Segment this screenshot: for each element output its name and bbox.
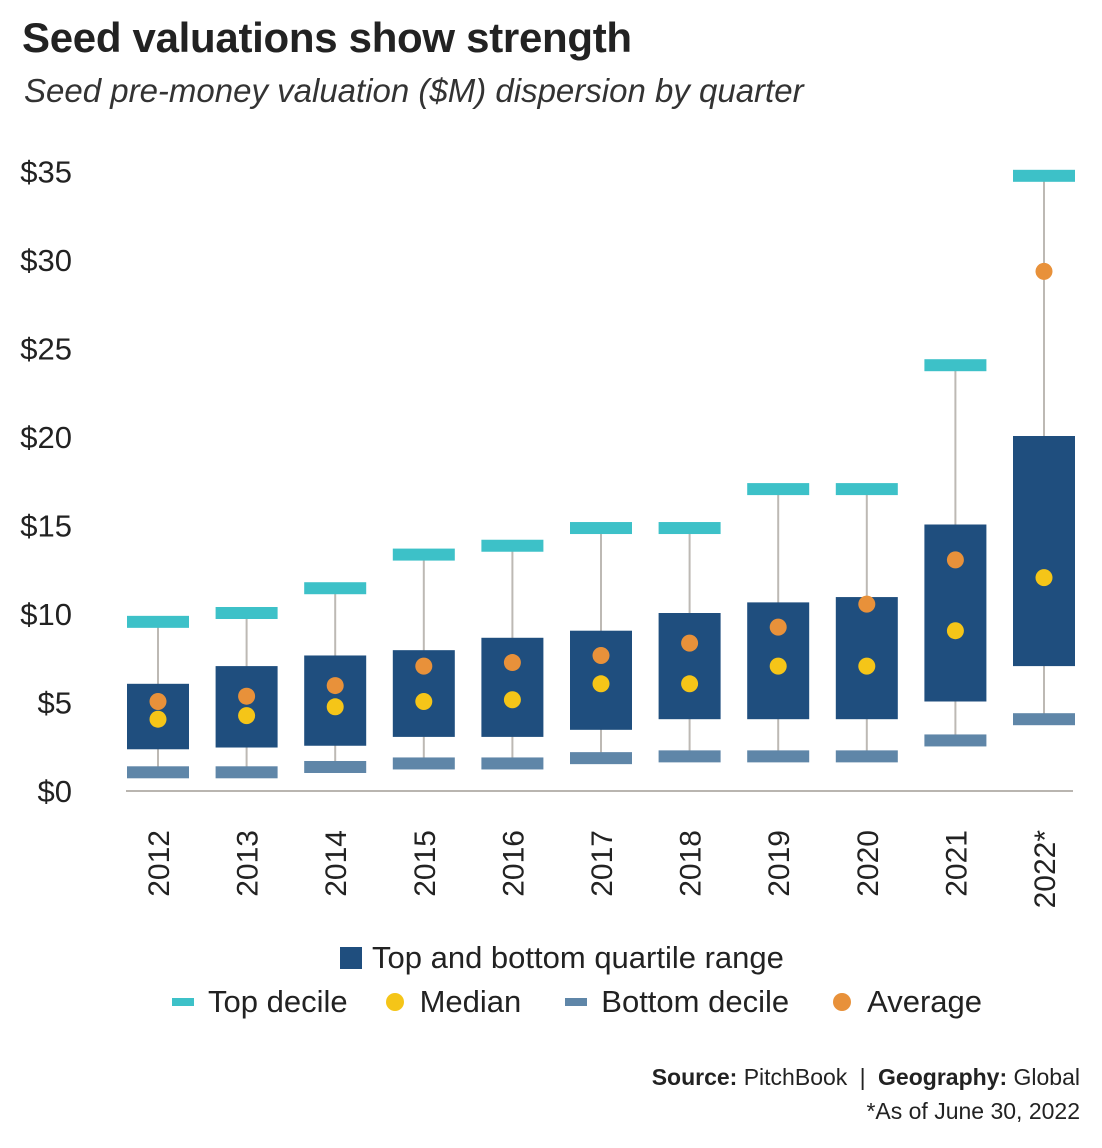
legend-swatch-average — [833, 993, 852, 1011]
legend-row-2: Top decile Median Bottom decile Average — [172, 984, 982, 1020]
median-point — [149, 710, 167, 728]
x-tick-label: 2018 — [675, 830, 708, 897]
legend-item-average: Average — [833, 984, 982, 1020]
median-point — [681, 675, 699, 693]
bottom-decile-mark — [835, 750, 898, 763]
average-point — [1035, 262, 1053, 280]
x-tick-label: 2012 — [143, 830, 176, 897]
median-point — [592, 675, 610, 693]
median-point — [238, 707, 256, 725]
box-plot-chart: $0 $5 $10 $15 $20 $25 $30 $35 2012 2013 2014 2015 20… — [20, 155, 1075, 909]
median-point — [1035, 569, 1053, 587]
y-tick-label: $0 — [38, 774, 72, 809]
source-label: Source: — [651, 1064, 738, 1090]
top-decile-mark — [924, 359, 987, 372]
y-tick-label: $15 — [20, 509, 72, 544]
average-point — [858, 595, 876, 613]
quartile-box — [924, 524, 987, 702]
top-decile-mark — [658, 522, 721, 535]
bottom-decile-mark — [747, 750, 810, 763]
legend-label-average: Average — [867, 984, 983, 1019]
average-point — [149, 693, 167, 710]
x-tick-label: 2019 — [763, 830, 796, 897]
y-tick-label: $10 — [20, 597, 72, 632]
chart-subtitle: Seed pre-money valuation ($M) dispersion… — [24, 72, 804, 109]
median-point — [326, 698, 344, 716]
top-decile-mark — [1013, 169, 1075, 182]
legend-swatch-median — [385, 993, 404, 1011]
y-tick-label: $35 — [20, 155, 72, 190]
bottom-decile-mark — [1013, 713, 1075, 726]
quartile-box — [481, 637, 544, 737]
legend-item-bottom-decile: Bottom decile — [565, 984, 789, 1020]
y-tick-label: $30 — [20, 243, 72, 278]
x-tick-label: 2016 — [497, 830, 530, 897]
top-decile-mark — [392, 548, 455, 561]
x-tick-label: 2020 — [852, 830, 885, 897]
bottom-decile-mark — [215, 766, 278, 779]
legend-item-quartile: Top and bottom quartile range — [340, 940, 784, 976]
legend-item-top-decile: Top decile — [172, 984, 348, 1020]
top-decile-mark — [835, 483, 898, 496]
bottom-decile-mark — [304, 760, 367, 773]
x-tick-label: 2015 — [409, 830, 442, 897]
legend-swatch-quartile — [340, 947, 362, 969]
source-line: Source: PitchBook | Geography: Global — [652, 1064, 1080, 1091]
y-tick-label: $25 — [20, 332, 72, 367]
top-decile-mark — [304, 582, 367, 595]
x-tick-label: 2017 — [586, 830, 619, 897]
quartile-box — [215, 666, 278, 748]
legend-label-median: Median — [419, 984, 522, 1019]
bottom-decile-mark — [481, 757, 544, 770]
x-tick-label: 2022* — [1029, 830, 1062, 909]
y-tick-label: $20 — [20, 420, 72, 455]
median-point — [503, 691, 521, 709]
average-point — [769, 618, 787, 636]
footer-separator: | — [859, 1064, 866, 1090]
top-decile-mark — [570, 522, 632, 535]
quartile-box — [1013, 436, 1075, 667]
footnote: *As of June 30, 2022 — [866, 1098, 1080, 1124]
legend-label-quartile: Top and bottom quartile range — [372, 940, 784, 975]
legend-label-bottom-decile: Bottom decile — [601, 984, 790, 1019]
chart-title: Seed valuations show strength — [22, 14, 632, 61]
y-tick-label: $5 — [38, 686, 72, 721]
quartile-box — [658, 613, 721, 720]
x-tick-label: 2021 — [940, 830, 973, 897]
median-point — [858, 657, 876, 675]
geography-value: Global — [1013, 1064, 1080, 1090]
legend-swatch-top-decile — [172, 998, 194, 1006]
average-point — [681, 634, 699, 652]
legend-swatch-bottom-decile — [565, 998, 588, 1006]
top-decile-mark — [481, 539, 544, 552]
median-point — [415, 693, 433, 710]
median-point — [946, 622, 964, 640]
average-point — [238, 687, 256, 705]
legend-row-1: Top and bottom quartile range — [340, 940, 784, 976]
bottom-decile-mark — [658, 750, 721, 763]
x-tick-label: 2013 — [232, 830, 265, 897]
top-decile-mark — [127, 615, 189, 628]
average-point — [503, 654, 521, 672]
source-value: PitchBook — [743, 1064, 848, 1090]
bottom-decile-mark — [570, 752, 632, 765]
legend-item-median: Median — [385, 984, 522, 1020]
bottom-decile-mark — [392, 757, 455, 770]
top-decile-mark — [215, 607, 278, 619]
x-tick-label: 2014 — [320, 830, 353, 897]
average-point — [415, 657, 433, 675]
bottom-decile-mark — [924, 734, 987, 747]
median-point — [769, 657, 787, 675]
geography-label: Geography: — [878, 1064, 1008, 1090]
top-decile-mark — [747, 483, 810, 496]
average-point — [326, 677, 344, 695]
legend-label-top-decile: Top decile — [208, 984, 348, 1019]
bottom-decile-mark — [127, 766, 189, 779]
average-point — [592, 646, 610, 664]
average-point — [946, 551, 964, 569]
